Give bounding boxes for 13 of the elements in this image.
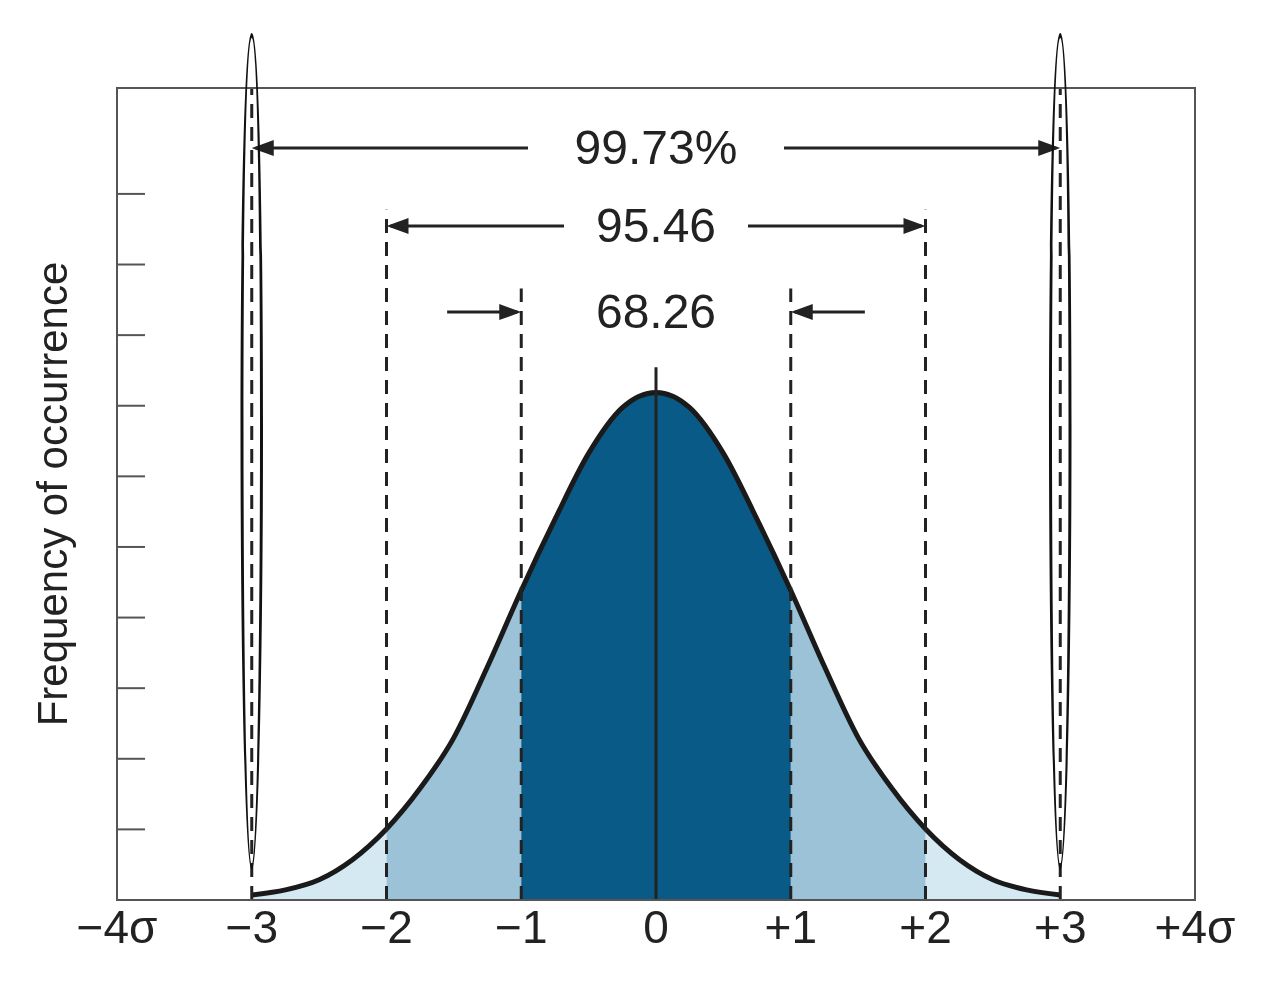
x-tick-label: +1 <box>764 900 817 953</box>
x-tick-label: 0 <box>643 900 669 953</box>
x-tick-label: +4σ <box>1154 900 1236 953</box>
text: 99.73% <box>574 121 738 175</box>
x-tick-label: +2 <box>899 900 952 953</box>
x-tick-label: −4σ <box>76 900 158 953</box>
x-tick-label: +3 <box>1034 900 1087 953</box>
x-tick-label: −2 <box>360 900 413 953</box>
x-tick-label: −1 <box>495 900 548 953</box>
text: 68.26 <box>595 285 717 339</box>
x-tick-label: −3 <box>225 900 278 953</box>
text: 95.46 <box>595 199 717 253</box>
y-axis-title: Frequency of occurrence <box>29 261 76 727</box>
